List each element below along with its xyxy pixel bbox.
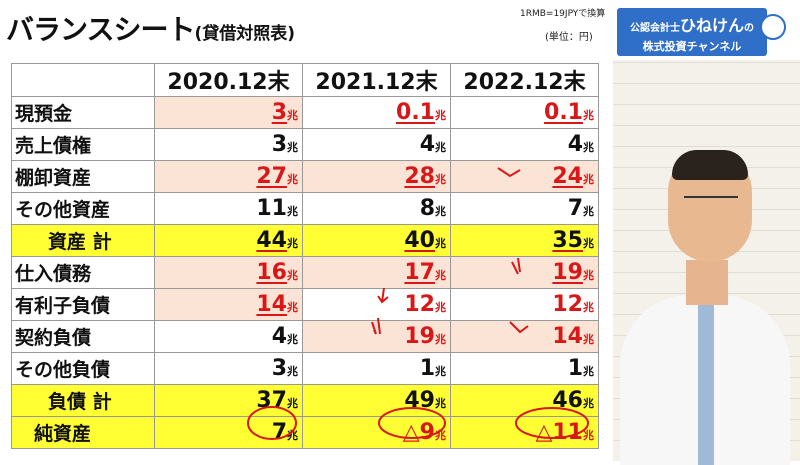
table-row: 棚卸資産 27兆 28兆 24兆 [11,160,599,193]
table-cell: 27兆 [154,160,303,193]
table-cell: 3兆 [154,352,303,385]
header-row: 2020.12末 2021.12末 2022.12末 [11,63,599,97]
table-cell: 44兆 [154,224,303,257]
table-row: 有利子負債 14兆 12兆 12兆 [11,288,599,321]
channel-mascot-icon [760,14,786,40]
presenter-tie [698,295,714,465]
presenter-hair [672,150,748,180]
table-cell: 14兆 [450,320,599,353]
channel-logo: 公認会計士ひねけんの 株式投資チャンネル [617,8,767,56]
table-cell: 7兆 [154,416,303,449]
presenter-neck [686,260,728,305]
title-main: バランスシート [6,13,195,46]
table-cell: 8兆 [302,192,451,225]
row-label: 負債 計 [11,384,155,417]
table-row: 負債 計 37兆 49兆 46兆 [11,384,599,417]
title-sub: (貸借対照表) [194,24,295,44]
channel-line2: 株式投資チャンネル [642,40,742,53]
circle-annotation [515,407,589,439]
arrow-down-mark [377,287,389,304]
exchange-rate-note: 1RMB=19JPYで換算 [520,9,606,19]
table-cell: 46兆 [450,384,599,417]
table-cell: 4兆 [154,320,303,353]
table-cell: 19兆 [302,320,451,353]
circle-annotation [378,407,446,439]
table-row: 純資産 7兆 △9兆 △11兆 [11,416,599,449]
table-row: 売上債権 3兆 4兆 4兆 [11,128,599,161]
balance-sheet-table: 2020.12末 2021.12末 2022.12末 現預金 3兆 0.1兆 0… [11,63,599,449]
table-row: その他資産 11兆 8兆 7兆 [11,192,599,225]
row-label: 有利子負債 [11,288,155,321]
table-row: 資産 計 44兆 40兆 35兆 [11,224,599,257]
circle-annotation [247,406,297,440]
column-header: 2022.12末 [450,63,599,97]
table-cell: 1兆 [302,352,451,385]
table-cell: 37兆 [154,384,303,417]
presenter-glasses [684,196,738,210]
table-cell: 14兆 [154,288,303,321]
arrow-down-mark [497,167,521,178]
arrow-up-mark [511,257,521,275]
table-cell: 11兆 [154,192,303,225]
table-cell: △9兆 [302,416,451,449]
row-label: 契約負債 [11,320,155,353]
page-title: バランスシート(貸借対照表) [6,8,295,48]
table-cell: 4兆 [302,128,451,161]
channel-line1: 公認会計士ひねけんの [629,16,754,35]
table-row: 契約負債 4兆 19兆 14兆 [11,320,599,353]
arrow-up-mark [371,317,381,335]
table-cell: 3兆 [154,128,303,161]
row-label: その他負債 [11,352,155,385]
table-cell: 3兆 [154,96,303,129]
table-cell: 0.1兆 [450,96,599,129]
row-label: 仕入債務 [11,256,155,289]
row-label: 資産 計 [11,224,155,257]
column-header: 2020.12末 [154,63,303,97]
unit-note: (単位：円) [545,32,593,43]
row-label: その他資産 [11,192,155,225]
table-cell: 40兆 [302,224,451,257]
table-cell: 28兆 [302,160,451,193]
row-label: 純資産 [11,416,155,449]
table-cell: 19兆 [450,256,599,289]
arrow-down-mark [509,321,529,334]
table-row: 現預金 3兆 0.1兆 0.1兆 [11,96,599,129]
table-cell: 49兆 [302,384,451,417]
table-cell: 24兆 [450,160,599,193]
table-row: その他負債 3兆 1兆 1兆 [11,352,599,385]
